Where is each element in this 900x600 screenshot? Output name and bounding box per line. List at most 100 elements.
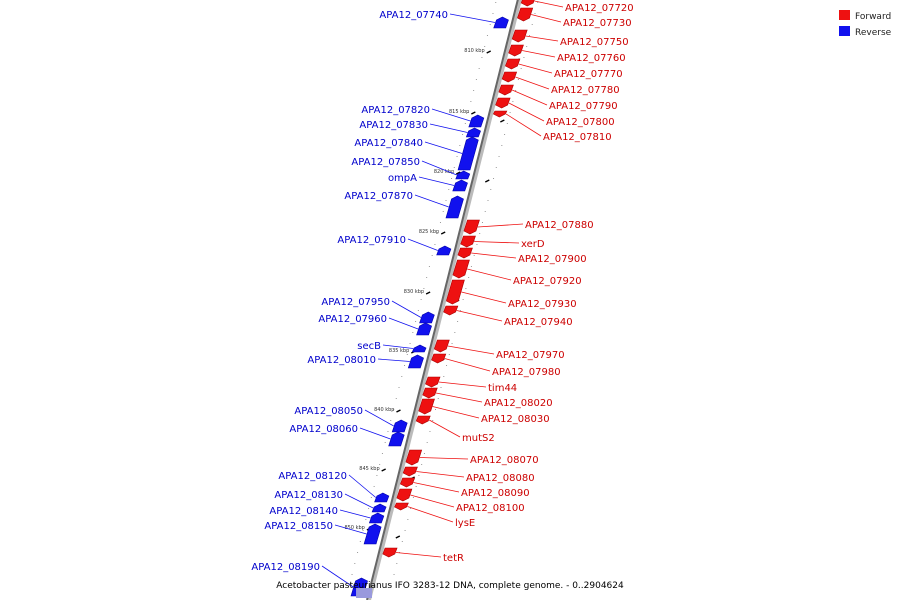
reverse-genes: APA12_07740 APA12_07820 APA12_07830 APA12_0…	[251, 10, 509, 598]
kbp-tick-label: 815 kbp	[449, 109, 469, 115]
gene-ompa[interactable]: ompA	[388, 173, 468, 192]
gene-label: APA12_08190	[251, 562, 320, 573]
kbp-tick-label: 845 kbp	[359, 466, 379, 472]
gene-apa12-07940[interactable]: APA12_07940	[443, 305, 573, 328]
gene-apa12-07720[interactable]: APA12_07720	[520, 0, 634, 14]
gene-apa12-08060[interactable]: APA12_08060	[289, 424, 405, 447]
gene-apa12-07760[interactable]: APA12_07760	[508, 44, 626, 64]
gene-label: APA12_08130	[274, 490, 343, 501]
gene-label: APA12_08060	[289, 424, 358, 435]
gene-label: APA12_08080	[466, 473, 535, 484]
gene-tim44[interactable]: tim44	[425, 376, 518, 394]
gene-tetr[interactable]: tetR	[382, 547, 464, 564]
gene-apa12-07740[interactable]: APA12_07740	[379, 10, 509, 29]
genome-caption: Acetobacter pasteurianus IFO 3283-12 DNA…	[276, 581, 624, 591]
gene-label: APA12_07970	[496, 350, 565, 361]
gene-apa12-07960[interactable]: APA12_07960	[318, 314, 432, 336]
kbp-tick-label: 810 kbp	[464, 48, 484, 54]
gene-label: APA12_08070	[470, 455, 539, 466]
gene-apa12-08100[interactable]: APA12_08100	[396, 488, 525, 514]
legend: Forward Reverse	[839, 10, 892, 38]
gene-label: APA12_07810	[543, 132, 612, 143]
gene-apa12-07790[interactable]: APA12_07790	[498, 84, 618, 112]
gene-label: APA12_07900	[518, 254, 587, 265]
gene-label: APA12_07930	[508, 299, 577, 310]
gene-label: APA12_07830	[359, 120, 428, 131]
legend-forward-swatch	[839, 10, 850, 20]
kbp-tick-label: 830 kbp	[404, 289, 424, 295]
gene-apa12-08030[interactable]: APA12_08030	[418, 398, 550, 425]
gene-apa12-08150[interactable]: APA12_08150	[264, 521, 382, 545]
gene-apa12-07850[interactable]: APA12_07850	[351, 157, 471, 180]
gene-apa12-08140[interactable]: APA12_08140	[269, 506, 385, 524]
gene-label: APA12_08090	[461, 488, 530, 499]
gene-label: APA12_07730	[563, 18, 632, 29]
gene-xerd[interactable]: xerD	[460, 235, 545, 250]
gene-apa12-08020[interactable]: APA12_08020	[422, 387, 553, 409]
gene-muts2[interactable]: mutS2	[415, 415, 495, 444]
gene-apa12-08120[interactable]: APA12_08120	[278, 471, 390, 503]
gene-apa12-08080[interactable]: APA12_08080	[402, 466, 535, 484]
gene-label: APA12_07940	[504, 317, 573, 328]
gene-apa12-07810[interactable]: APA12_07810	[492, 110, 612, 143]
gene-label: APA12_07720	[565, 3, 634, 14]
gene-label: APA12_08140	[269, 506, 338, 517]
gene-apa12-08010[interactable]: APA12_08010	[307, 354, 424, 369]
gene-label: mutS2	[462, 433, 495, 444]
gene-label: APA12_07780	[551, 85, 620, 96]
gene-apa12-07870[interactable]: APA12_07870	[344, 191, 464, 219]
gene-apa12-07900[interactable]: APA12_07900	[457, 247, 587, 265]
gene-apa12-07770[interactable]: APA12_07770	[505, 58, 623, 80]
gene-label: APA12_07760	[557, 53, 626, 64]
gene-apa12-07980[interactable]: APA12_07980	[431, 353, 561, 378]
gene-label: secB	[357, 341, 381, 352]
gene-apa12-07920[interactable]: APA12_07920	[452, 259, 582, 287]
gene-label: APA12_08150	[264, 521, 333, 532]
kbp-tick-label: 850 kbp	[344, 525, 364, 531]
kbp-tick-label: 840 kbp	[374, 407, 394, 413]
forward-genes: APA12_07720 APA12_07730 APA12_07750 APA12_0…	[382, 0, 634, 564]
kbp-tick-label: 820 kbp	[434, 169, 454, 175]
gene-apa12-07840[interactable]: APA12_07840	[354, 136, 479, 171]
kbp-tick-label: 835 kbp	[389, 348, 409, 354]
gene-apa12-07970[interactable]: APA12_07970	[433, 339, 565, 361]
gene-apa12-07800[interactable]: APA12_07800	[495, 97, 615, 128]
gene-label: APA12_07870	[344, 191, 413, 202]
genome-backbone	[348, 0, 539, 600]
gene-label: APA12_07850	[351, 157, 420, 168]
gene-label: APA12_08050	[294, 406, 363, 417]
gene-apa12-07750[interactable]: APA12_07750	[511, 29, 629, 48]
gene-apa12-08070[interactable]: APA12_08070	[405, 449, 539, 466]
legend-reverse-label: Reverse	[855, 28, 892, 38]
gene-label: APA12_07920	[513, 276, 582, 287]
gene-label: APA12_08120	[278, 471, 347, 482]
gene-label: APA12_08020	[484, 398, 553, 409]
gene-label: APA12_07910	[337, 235, 406, 246]
gene-lyse[interactable]: lysE	[394, 502, 476, 529]
legend-reverse-swatch	[839, 26, 850, 36]
gene-apa12-07730[interactable]: APA12_07730	[517, 7, 632, 29]
gene-label: APA12_08010	[307, 355, 376, 366]
gene-label: APA12_07750	[560, 37, 629, 48]
gene-secb[interactable]: secB	[357, 341, 427, 353]
gene-apa12-07880[interactable]: APA12_07880	[463, 219, 594, 235]
gene-label: APA12_08030	[481, 414, 550, 425]
gene-label: xerD	[521, 239, 545, 250]
gene-apa12-07820[interactable]: APA12_07820	[361, 105, 485, 128]
gene-label: APA12_07950	[321, 297, 390, 308]
gene-apa12-08090[interactable]: APA12_08090	[400, 477, 530, 499]
gene-apa12-08130[interactable]: APA12_08130	[274, 490, 387, 513]
legend-forward-label: Forward	[855, 12, 891, 22]
gene-label: APA12_07820	[361, 105, 430, 116]
gene-apa12-07950[interactable]: APA12_07950	[321, 297, 435, 324]
gene-label: APA12_07880	[525, 220, 594, 231]
gene-apa12-07910[interactable]: APA12_07910	[337, 235, 452, 256]
gene-label: APA12_07980	[492, 367, 561, 378]
gene-apa12-07780[interactable]: APA12_07780	[501, 71, 620, 96]
gene-apa12-07930[interactable]: APA12_07930	[446, 279, 577, 310]
gene-label: APA12_07840	[354, 138, 423, 149]
gene-label: APA12_07960	[318, 314, 387, 325]
faded-gene	[356, 588, 373, 598]
gene-apa12-08050[interactable]: APA12_08050	[294, 406, 408, 433]
